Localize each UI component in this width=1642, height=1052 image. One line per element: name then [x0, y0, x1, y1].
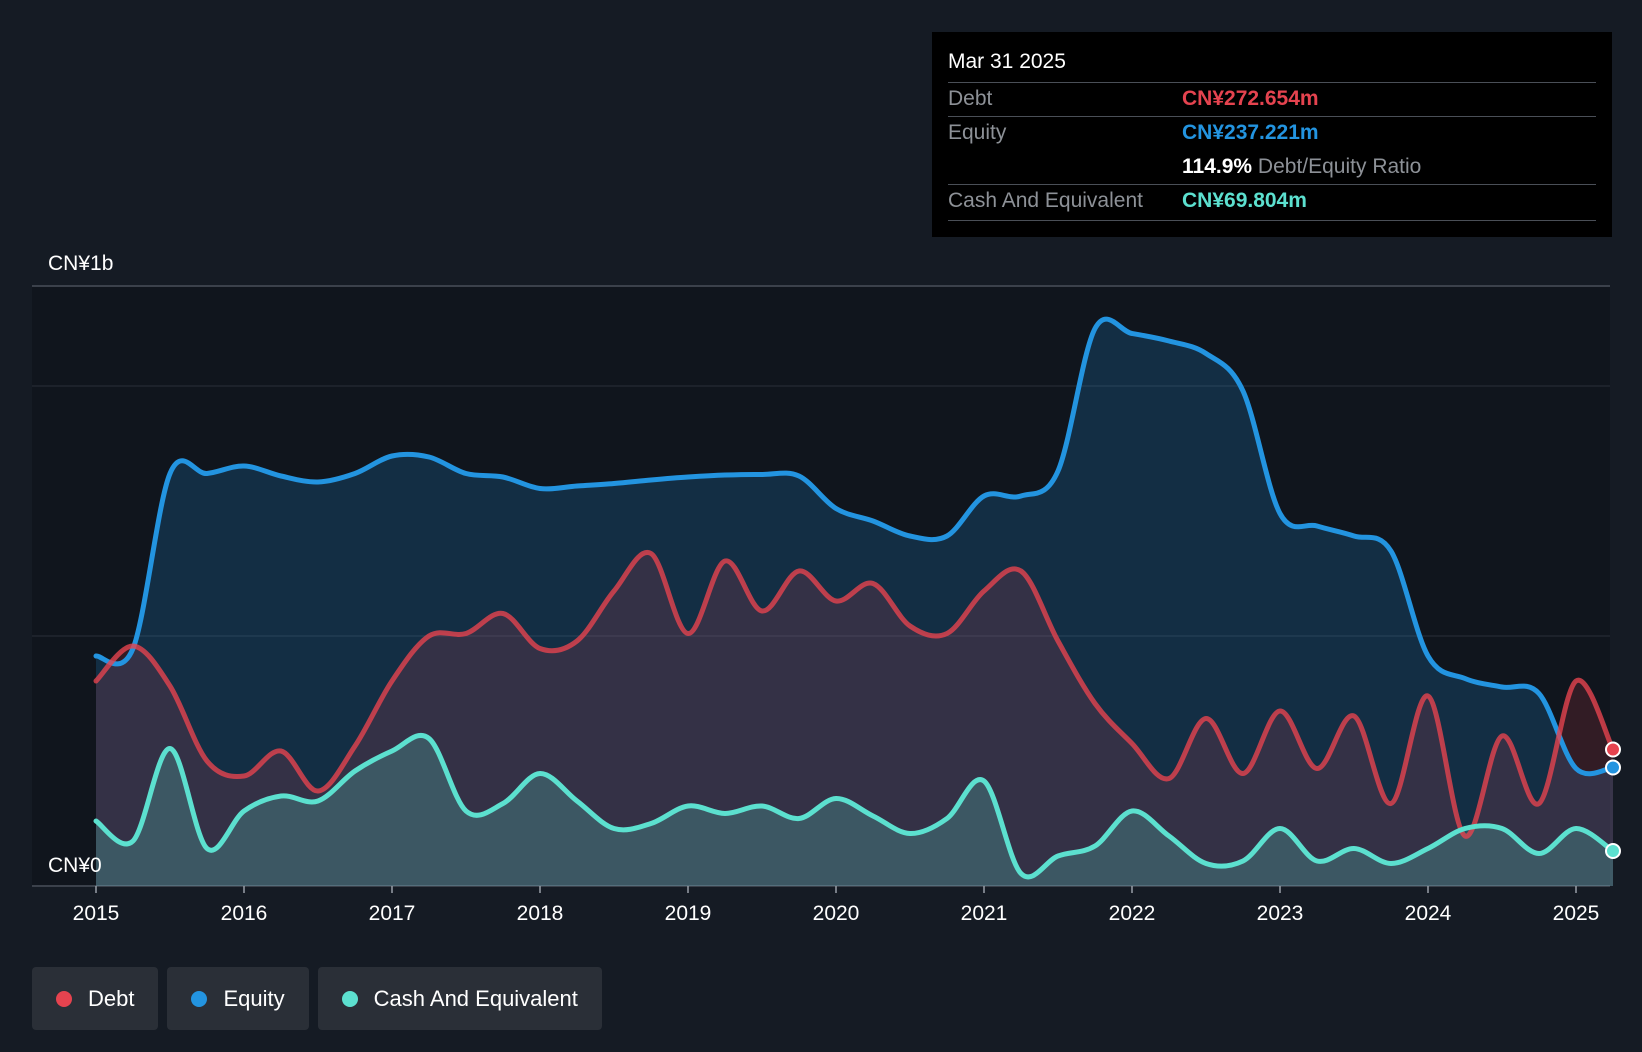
y-tick-label: CN¥1b	[48, 252, 113, 275]
tooltip-cash-value: CN¥69.804m	[1182, 189, 1307, 212]
x-tick-label: 2020	[813, 902, 860, 925]
x-tick-label: 2024	[1405, 902, 1452, 925]
tooltip-divider	[948, 184, 1596, 185]
x-tick-label: 2018	[517, 902, 564, 925]
tooltip-panel: Mar 31 2025 Debt CN¥272.654m Equity CN¥2…	[932, 32, 1612, 237]
equity-endpoint-marker	[1605, 759, 1621, 776]
legend-label-cash: Cash And Equivalent	[373, 985, 578, 1011]
debt-dot-icon	[56, 990, 72, 1007]
tooltip-divider	[948, 116, 1596, 117]
tooltip-ratio-value: 114.9%	[1182, 155, 1253, 178]
x-tick-label: 2023	[1257, 902, 1304, 925]
x-tick-label: 2017	[369, 902, 416, 925]
x-tick-label: 2021	[961, 902, 1008, 925]
tooltip-divider	[948, 82, 1596, 83]
debt-line	[93, 550, 1616, 839]
cash-area	[96, 735, 1613, 886]
x-tick-label: 2022	[1109, 902, 1156, 925]
tooltip-cash-label: Cash And Equivalent	[948, 189, 1143, 212]
debt-area	[96, 552, 1613, 886]
legend-item-cash[interactable]: Cash And Equivalent	[317, 967, 602, 1030]
x-tick-label: 2025	[1553, 902, 1600, 925]
debt-endpoint-marker	[1605, 741, 1621, 758]
x-tick-label: 2019	[665, 902, 712, 925]
x-tick-label: 2016	[221, 902, 268, 925]
legend-label-debt: Debt	[88, 985, 135, 1011]
equity-line	[93, 316, 1616, 777]
legend: Debt Equity Cash And Equivalent	[32, 967, 611, 1030]
tooltip-date: Mar 31 2025	[948, 50, 1066, 73]
legend-item-debt[interactable]: Debt	[32, 967, 159, 1030]
legend-item-equity[interactable]: Equity	[167, 967, 309, 1030]
tooltip-equity-label: Equity	[948, 121, 1007, 144]
cash-dot-icon	[341, 990, 358, 1007]
tooltip-equity-value: CN¥237.221m	[1182, 121, 1319, 144]
legend-label-equity: Equity	[223, 985, 285, 1011]
tooltip-ratio: 114.9% Debt/Equity Ratio	[1182, 155, 1421, 179]
equity-area	[96, 319, 1613, 886]
tooltip-debt-label: Debt	[948, 87, 993, 110]
x-tick-label: 2015	[73, 902, 120, 925]
tooltip-debt-value: CN¥272.654m	[1182, 87, 1319, 110]
cash-line	[93, 732, 1616, 880]
tooltip-divider	[948, 220, 1596, 221]
tooltip-ratio-label: Debt/Equity Ratio	[1257, 155, 1422, 178]
equity-dot-icon	[191, 990, 208, 1007]
cash-endpoint-marker	[1605, 843, 1621, 859]
y-tick-label: CN¥0	[48, 854, 102, 877]
